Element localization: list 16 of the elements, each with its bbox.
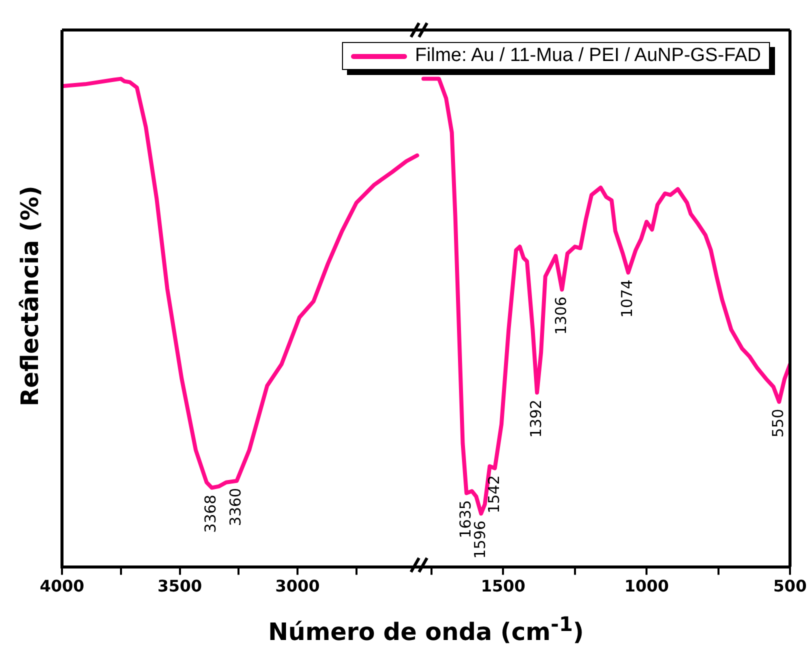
x-tick-label: 3500 <box>158 576 202 596</box>
x-tick-label: 3000 <box>275 576 320 596</box>
annotation: 1074 <box>618 280 636 318</box>
annotation: 3368 <box>202 494 220 533</box>
x-tick-label: 1500 <box>480 576 526 596</box>
x-axis-title: Número de onda (cm$^{-1}$) <box>267 612 585 646</box>
annotation: 1542 <box>484 475 503 514</box>
x-tick-label: 4000 <box>40 576 84 596</box>
annotation: 550 <box>768 408 787 438</box>
y-axis-title: Reflectância (%) <box>16 186 44 406</box>
legend-label: Filme: Au / 11-Mua / PEI / AuNP-GS-FAD <box>415 45 761 67</box>
annotation: 1306 <box>552 296 570 335</box>
annotation: 3360 <box>226 488 245 526</box>
x-tick-label: 500 <box>773 576 807 596</box>
annotation: 1392 <box>526 400 545 438</box>
x-tick-label: 1000 <box>624 576 669 596</box>
